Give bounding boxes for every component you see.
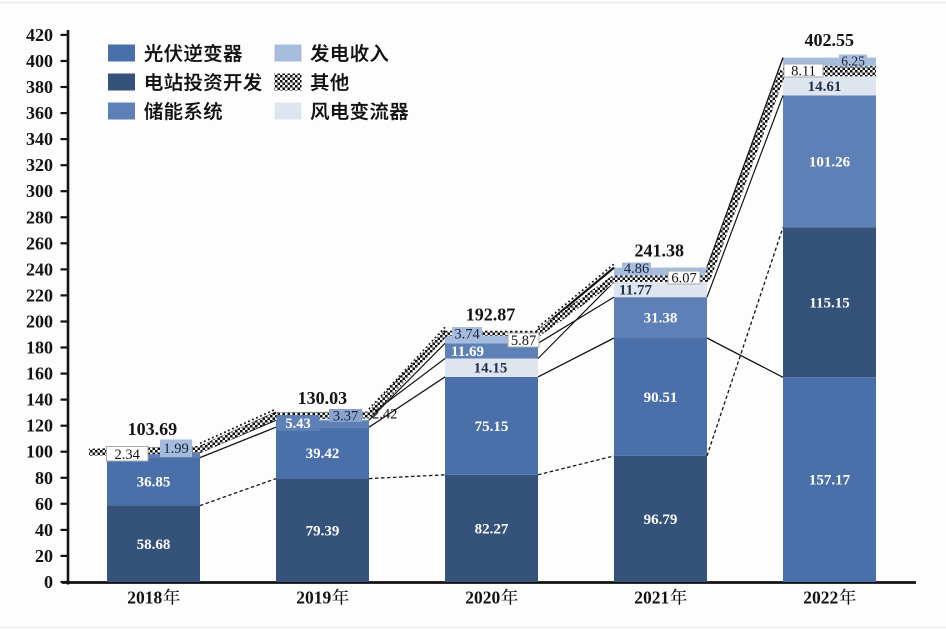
svg-text:3.74: 3.74 [454,327,480,343]
svg-text:11.69: 11.69 [451,344,484,360]
svg-text:39.42: 39.42 [306,446,340,462]
svg-text:400: 400 [26,51,53,71]
svg-text:20: 20 [35,546,53,566]
svg-text:2020: 2020 [465,588,500,608]
svg-text:11.77: 11.77 [619,283,652,299]
svg-text:380: 380 [26,77,53,97]
svg-text:1.99: 1.99 [163,441,188,457]
svg-text:280: 280 [26,207,53,227]
svg-text:220: 220 [26,285,53,305]
svg-text:60: 60 [35,494,53,514]
svg-text:260: 260 [26,233,53,253]
svg-text:6.07: 6.07 [671,271,696,287]
svg-text:2021: 2021 [634,588,669,608]
svg-text:192.87: 192.87 [466,305,516,325]
svg-text:96.79: 96.79 [644,512,678,528]
svg-text:320: 320 [26,155,53,175]
svg-text:14.61: 14.61 [808,79,842,95]
svg-text:2018: 2018 [127,588,162,608]
svg-text:6.25: 6.25 [841,54,865,69]
svg-text:5.87: 5.87 [511,333,536,349]
svg-text:14.15: 14.15 [474,361,508,377]
svg-text:300: 300 [26,181,53,201]
svg-text:160: 160 [26,364,53,384]
svg-text:90.51: 90.51 [644,390,678,406]
svg-text:2022: 2022 [803,588,838,608]
svg-text:31.38: 31.38 [644,311,678,327]
svg-text:0: 0 [44,572,53,592]
svg-text:40: 40 [35,520,53,540]
svg-text:140: 140 [26,390,53,410]
svg-text:180: 180 [26,338,53,358]
svg-text:100: 100 [26,442,53,462]
svg-text:115.15: 115.15 [809,295,849,311]
svg-text:420: 420 [26,25,53,45]
svg-text:360: 360 [26,103,53,123]
svg-text:2019: 2019 [296,588,331,608]
svg-text:4.86: 4.86 [624,261,649,277]
svg-text:130.03: 130.03 [298,388,348,408]
svg-text:340: 340 [26,129,53,149]
svg-text:120: 120 [26,416,53,436]
svg-text:3.37: 3.37 [333,409,358,425]
svg-text:2.34: 2.34 [115,447,141,463]
svg-text:36.85: 36.85 [137,475,171,491]
svg-text:402.55: 402.55 [805,30,855,50]
svg-text:157.17: 157.17 [809,473,851,489]
svg-text:2.42: 2.42 [372,407,397,423]
svg-text:101.26: 101.26 [809,154,851,170]
svg-text:8.11: 8.11 [791,64,816,80]
svg-text:200: 200 [26,312,53,332]
svg-text:58.68: 58.68 [137,537,171,553]
svg-text:79.39: 79.39 [306,523,340,539]
svg-text:240: 240 [26,259,53,279]
svg-text:241.38: 241.38 [635,241,685,261]
svg-text:82.27: 82.27 [475,521,509,537]
svg-text:103.69: 103.69 [128,419,178,439]
svg-text:5.43: 5.43 [285,416,310,432]
svg-text:75.15: 75.15 [475,419,509,435]
svg-text:80: 80 [35,468,53,488]
